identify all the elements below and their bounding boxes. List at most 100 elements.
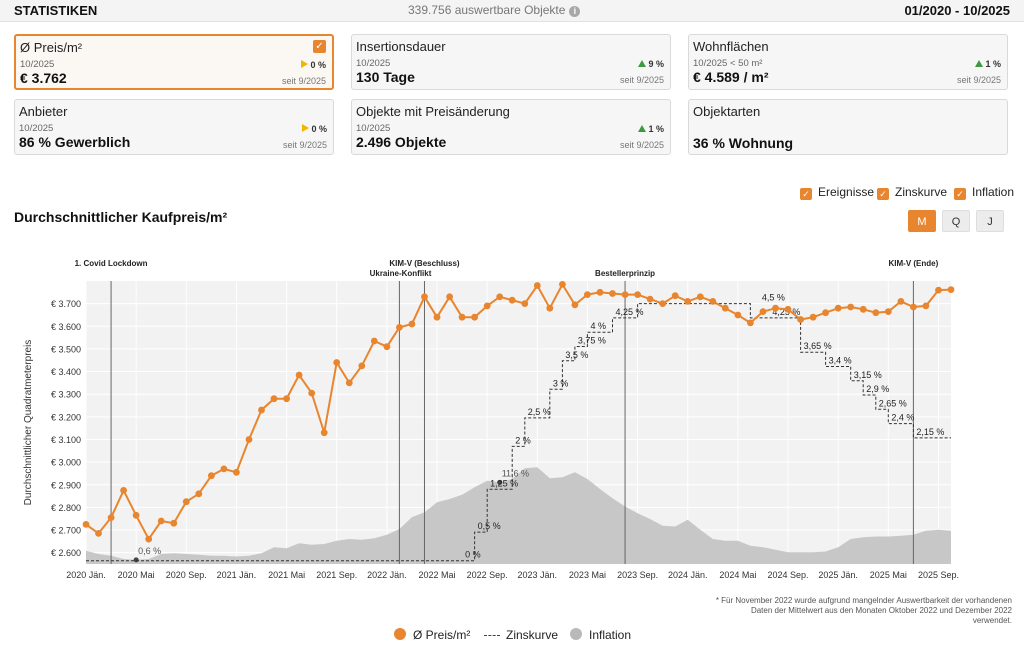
rate-label: 3,5 % (565, 350, 588, 360)
price-point (559, 281, 566, 288)
price-point (897, 298, 905, 305)
card-price-changes[interactable]: Objekte mit Preisänderung 10/2025 2.496 … (351, 99, 671, 155)
x-tick-label: 2022 Jän. (367, 570, 407, 580)
event-label: Bestellerprinzip (595, 269, 655, 278)
price-point (383, 343, 391, 351)
price-point (283, 395, 290, 403)
event-label: KIM-V (Ende) (889, 259, 939, 268)
rate-label: 0 % (465, 550, 481, 560)
card-change-value: 0 % (311, 124, 327, 134)
price-point (922, 302, 930, 310)
y-tick-label: € 2.900 (51, 480, 81, 490)
price-point (584, 291, 591, 298)
arrow-right-icon (302, 124, 310, 132)
price-point (95, 530, 102, 537)
price-point (847, 303, 855, 311)
granularity-quarter-button[interactable]: Q (942, 210, 970, 232)
price-point (659, 300, 667, 307)
legend-inflation[interactable]: Inflation (570, 628, 631, 642)
price-point (784, 305, 792, 313)
chart-title: Durchschnittlicher Kaufpreis/m² (14, 209, 228, 225)
legend-price[interactable]: Ø Preis/m² (394, 628, 470, 642)
rate-label: 3,65 % (804, 341, 832, 351)
y-tick-label: € 3.200 (51, 412, 81, 422)
card-since: seit 9/2025 (619, 75, 664, 85)
x-tick-label: 2022 Mai (418, 570, 455, 580)
card-avg-price[interactable]: Ø Preis/m² ✓ 10/2025 € 3.762 0 % seit 9/… (14, 34, 334, 90)
dashed-line-icon (484, 635, 500, 636)
card-provider[interactable]: Anbieter 10/2025 86 % Gewerblich 0 % sei… (14, 99, 334, 155)
card-listing-duration[interactable]: Insertionsdauer 10/2025 130 Tage 9 % sei… (351, 34, 671, 90)
y-tick-label: € 3.500 (51, 344, 81, 354)
card-since: seit 9/2025 (956, 75, 1001, 85)
price-point (646, 295, 654, 303)
x-tick-label: 2024 Jän. (668, 570, 708, 580)
card-title: Objektarten (693, 104, 761, 119)
check-icon[interactable]: ✓ (877, 188, 889, 200)
checkbox-inflation[interactable]: ✓ Inflation (954, 185, 1014, 200)
price-point (421, 293, 428, 301)
card-value: 36 % Wohnung (693, 135, 794, 151)
price-point (358, 362, 366, 370)
price-point (308, 389, 316, 397)
price-point (458, 313, 466, 321)
x-tick-label: 2024 Sep. (768, 570, 809, 580)
checkbox-rate-curve[interactable]: ✓ Zinskurve (877, 185, 947, 200)
price-point (634, 291, 641, 298)
card-title: Anbieter (19, 104, 68, 119)
inflation-marker (133, 557, 139, 563)
check-icon[interactable]: ✓ (313, 40, 326, 53)
card-title: Insertionsdauer (356, 39, 446, 54)
checkbox-label: Inflation (972, 185, 1015, 199)
card-date: 10/2025 (19, 123, 54, 134)
card-object-types[interactable]: Objektarten 36 % Wohnung (688, 99, 1008, 155)
price-point (734, 311, 742, 319)
price-point (609, 290, 616, 297)
rate-label: 4 % (590, 321, 606, 331)
card-change: 1 % (975, 59, 1001, 69)
info-icon[interactable]: i (569, 6, 581, 17)
event-label: Ukraine-Konflikt (370, 269, 432, 278)
rate-label: 2,4 % (891, 413, 914, 423)
price-point (295, 371, 303, 379)
rate-curve (86, 303, 951, 562)
arrow-up-icon (638, 125, 647, 132)
rate-label: 3,15 % (854, 370, 882, 380)
price-point (107, 514, 115, 521)
rate-label: 3 % (553, 378, 569, 388)
card-living-area[interactable]: Wohnflächen 10/2025 < 50 m² € 4.589 / m²… (688, 34, 1008, 90)
price-point (120, 487, 127, 494)
rate-label: 4,5 % (762, 293, 785, 303)
y-tick-label: € 3.000 (51, 458, 81, 468)
price-point (471, 313, 478, 321)
card-change: 0 % (301, 60, 326, 70)
inflation-marker (497, 479, 503, 485)
objects-count: 339.756 auswertbare Objekte i (408, 3, 581, 17)
checkbox-events[interactable]: ✓ Ereignisse (800, 185, 874, 200)
grey-circle-icon (570, 628, 582, 640)
price-point (82, 521, 90, 528)
price-point (571, 301, 579, 309)
card-change-value: 1 % (985, 59, 1001, 69)
inflation-label: 11,6 % (502, 468, 529, 478)
y-axis-label: Durchschnittlicher Quadratmeterpreis (23, 340, 34, 506)
legend-label: Ø Preis/m² (413, 628, 471, 642)
rate-label: 2 % (515, 435, 531, 445)
price-point (270, 395, 278, 403)
price-point (208, 472, 215, 480)
card-change-value: 1 % (648, 124, 664, 134)
check-icon[interactable]: ✓ (800, 188, 812, 200)
legend-rate[interactable]: Zinskurve (484, 628, 558, 642)
inflation-label: 0,6 % (138, 546, 161, 556)
arrow-up-icon (975, 60, 984, 67)
y-tick-label: € 3.300 (51, 390, 81, 400)
price-point (747, 319, 754, 327)
card-since: seit 9/2025 (281, 76, 326, 86)
price-point (859, 305, 867, 313)
granularity-year-button[interactable]: J (976, 210, 1004, 232)
x-tick-label: 2025 Sep. (918, 570, 959, 580)
y-tick-label: € 2.700 (51, 526, 81, 536)
granularity-month-button[interactable]: M (908, 210, 936, 232)
x-tick-label: 2023 Jän. (518, 570, 558, 580)
check-icon[interactable]: ✓ (954, 188, 966, 200)
